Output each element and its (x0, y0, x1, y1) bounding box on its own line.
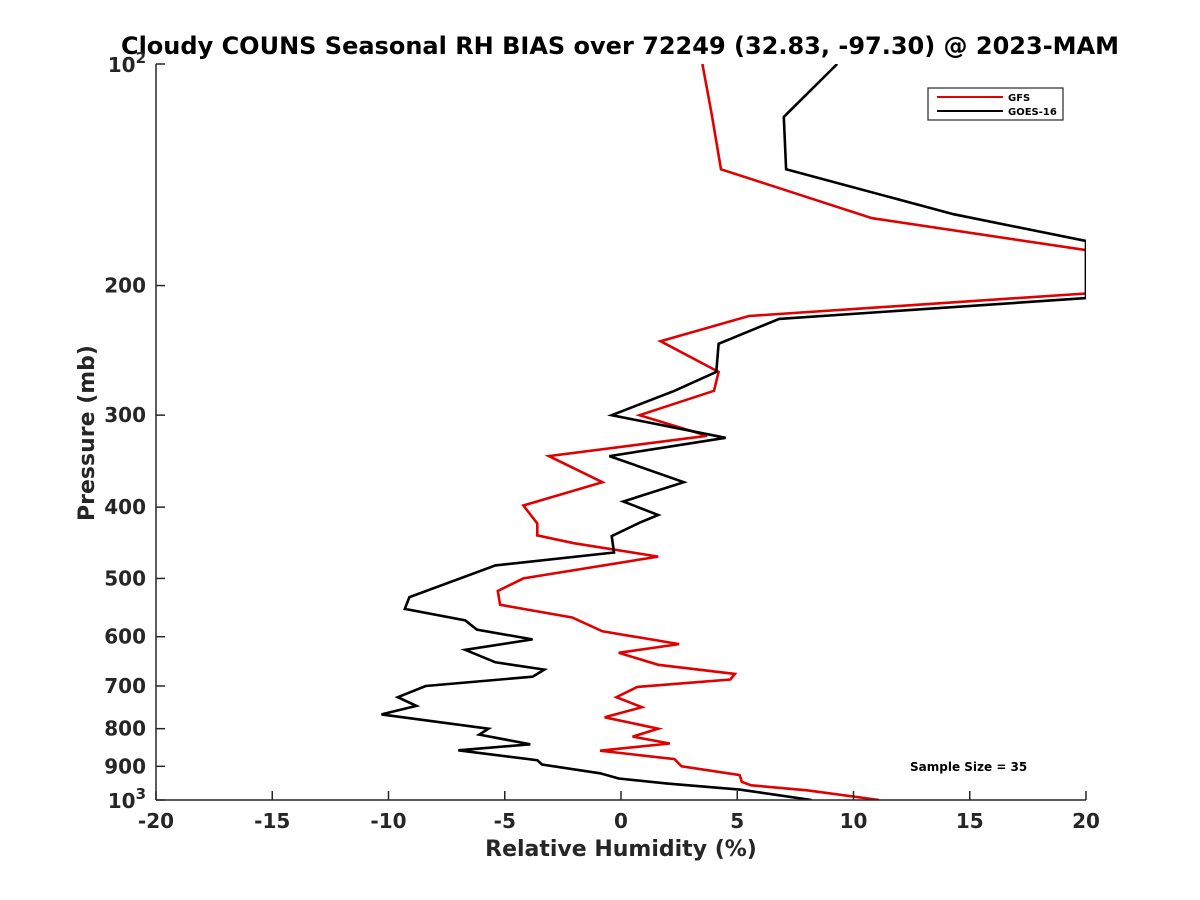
y-tick-label: 400 (104, 495, 146, 519)
legend-label-goes16: GOES-16 (1008, 107, 1057, 118)
chart-title: Cloudy COUNS Seasonal RH BIAS over 72249… (121, 32, 1119, 60)
x-tick-label: -20 (138, 809, 174, 833)
x-tick-label: 5 (730, 809, 744, 833)
legend-label-gfs: GFS (1008, 93, 1030, 104)
x-tick-label: 10 (840, 809, 868, 833)
series-layer (381, 64, 1086, 800)
x-tick-label: -15 (254, 809, 290, 833)
x-tick-label: 15 (956, 809, 984, 833)
x-ticks: -20 -15 -10 -5 0 5 10 15 20 (138, 791, 1100, 833)
series-line-goes16 (381, 64, 1086, 800)
y-tick-label: 600 (104, 625, 146, 649)
series-line-gfs (496, 64, 1086, 800)
y-tick-label: 500 (104, 566, 146, 590)
x-tick-label: 20 (1072, 809, 1100, 833)
y-tick-label: 800 (104, 717, 146, 741)
y-ticks: 102 200 300 400 500 600 700 800 900 103 (104, 49, 165, 813)
x-tick-label: 0 (614, 809, 628, 833)
y-tick-label: 200 (104, 274, 146, 298)
x-axis-label: Relative Humidity (%) (485, 837, 757, 862)
x-tick-label: -10 (370, 809, 406, 833)
y-tick-label: 700 (104, 674, 146, 698)
y-tick-label: 102 (108, 49, 146, 77)
x-tick-label: -5 (494, 809, 516, 833)
legend: GFS GOES-16 (927, 87, 1064, 121)
y-tick-label: 300 (104, 403, 146, 427)
sample-size-annotation: Sample Size = 35 (910, 760, 1027, 774)
y-tick-label: 103 (108, 785, 146, 813)
axes (155, 64, 1086, 801)
legend-box (927, 87, 1064, 121)
y-axis-label: Pressure (mb) (75, 345, 100, 521)
y-tick-label: 900 (104, 754, 146, 778)
